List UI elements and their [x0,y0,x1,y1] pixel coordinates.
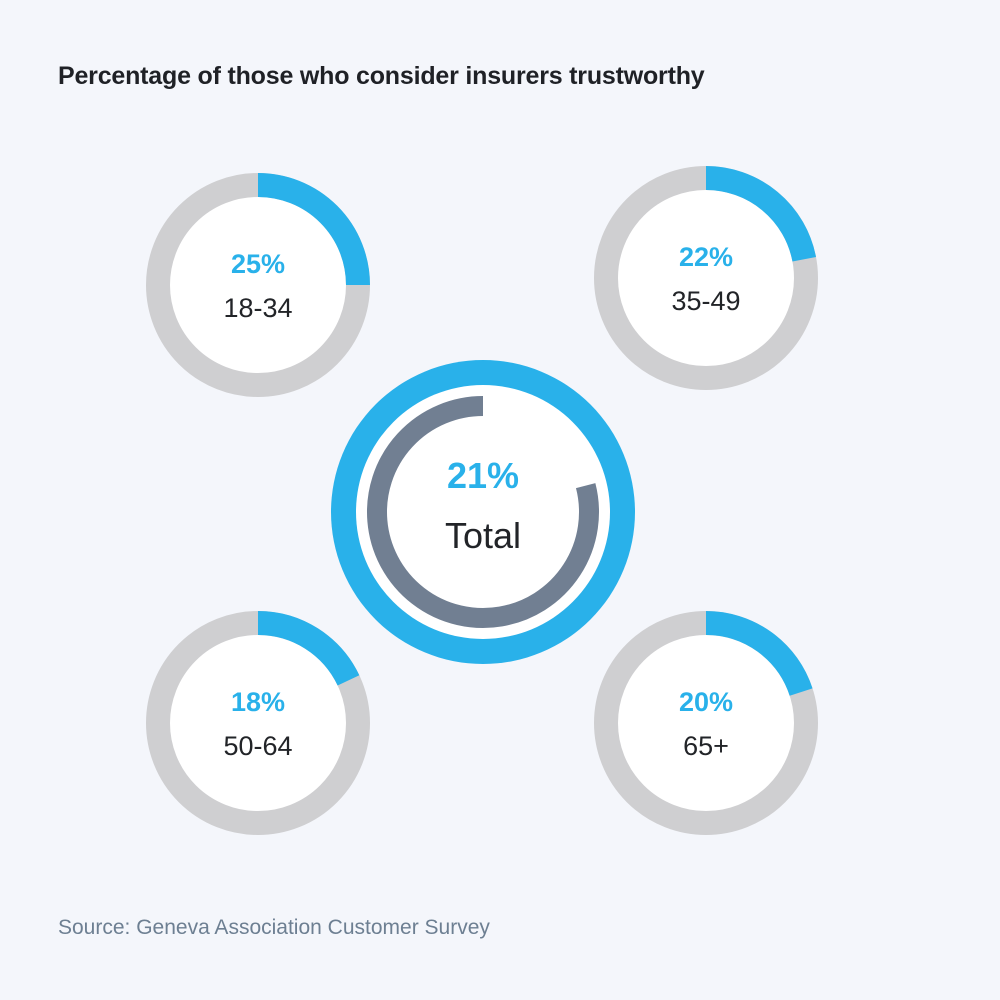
donut-total-percent-label: 21% [447,455,519,496]
donut-35-49-percent-label: 22% [679,242,733,272]
donut-50-64-percent-label: 18% [231,687,285,717]
donut-total-label: Total [445,515,521,556]
donut-35-49-group-label: 35-49 [671,286,740,316]
donut-65-value-arc [705,611,813,697]
source-note: Source: Geneva Association Customer Surv… [58,916,490,939]
donut-35-49-value-arc [705,166,817,262]
donut-18-34-group-label: 18-34 [223,293,292,323]
donut-35-49-face [594,166,818,390]
donut-50-64-face [146,611,370,835]
donut-total-face [356,385,610,639]
donut-65-face [594,611,818,835]
donut-50-64-value-arc [257,611,360,686]
chart-title: Percentage of those who consider insurer… [58,62,705,90]
donut-65-group-label: 65+ [683,731,729,761]
donut-18-34-value-arc [257,173,370,286]
donut-18-34-percent-label: 25% [231,249,285,279]
donut-total-value-arc [367,396,599,628]
donut-50-64-group-label: 50-64 [223,731,292,761]
donut-65-percent-label: 20% [679,687,733,717]
donut-18-34-face [146,173,370,397]
